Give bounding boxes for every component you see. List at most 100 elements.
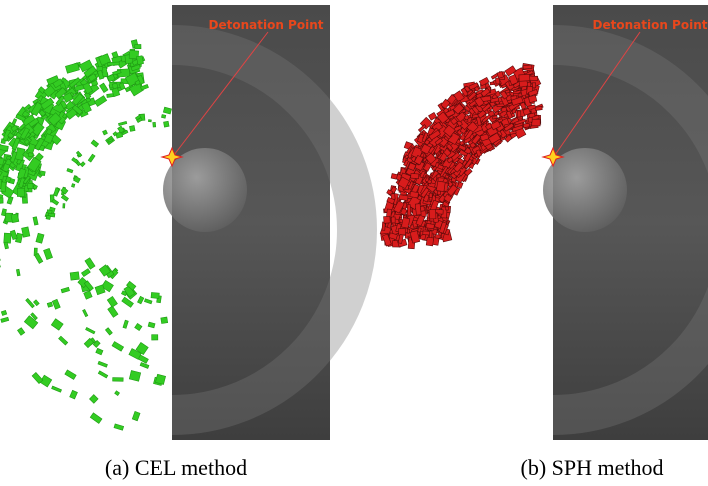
fragment	[123, 320, 128, 328]
fragment	[71, 184, 74, 188]
fragment	[407, 205, 411, 216]
fragment	[35, 253, 43, 263]
fragment	[415, 204, 421, 215]
fragment	[33, 300, 39, 306]
fragment	[426, 223, 434, 229]
fragment	[429, 193, 432, 197]
fragment	[420, 206, 424, 211]
fragment	[85, 258, 95, 269]
annotation: Detonation Point	[209, 18, 324, 32]
fragment	[91, 140, 99, 147]
fragment	[27, 184, 33, 189]
fragment	[103, 130, 108, 135]
fragment	[1, 182, 6, 192]
fragment	[113, 378, 124, 382]
fragment	[436, 181, 445, 192]
fragment	[108, 306, 118, 317]
fragment	[89, 395, 98, 404]
fragment	[10, 230, 17, 239]
fragment	[523, 65, 532, 69]
fragment	[135, 323, 142, 330]
fragment	[410, 191, 419, 197]
fragment	[44, 248, 53, 259]
fragment	[46, 215, 51, 219]
fragment	[426, 237, 433, 246]
fragment	[398, 228, 405, 235]
fragment	[59, 336, 68, 345]
fragment	[136, 56, 143, 65]
fragment	[17, 188, 24, 196]
fragment	[70, 390, 78, 399]
fragment	[429, 210, 436, 219]
fragment	[115, 391, 120, 396]
fragment	[505, 90, 509, 93]
panel-b: Detonation Point (b) SPH method	[380, 5, 708, 480]
fragment	[65, 370, 76, 380]
fragment	[155, 374, 165, 384]
fragment	[4, 233, 11, 243]
fragment	[411, 173, 419, 178]
fragment	[84, 291, 92, 300]
fragment	[161, 317, 168, 324]
caption: (a) CEL method	[105, 455, 247, 480]
figure: Detonation Point (a) CEL method Detonati…	[0, 0, 708, 486]
fragment	[51, 319, 63, 331]
fragment	[435, 235, 440, 239]
fragment	[0, 145, 8, 151]
fragment	[32, 372, 43, 383]
fragment	[54, 188, 59, 196]
fragment	[40, 171, 45, 176]
fragment	[28, 153, 33, 158]
fragment	[86, 327, 95, 333]
fragment	[384, 216, 391, 223]
fragment	[76, 151, 82, 157]
fragment	[161, 114, 165, 118]
fragment	[418, 228, 422, 233]
fragment	[129, 371, 140, 382]
fragment	[144, 299, 152, 304]
fragment	[519, 74, 530, 81]
caption: (b) SPH method	[521, 455, 664, 480]
fragment	[52, 299, 60, 309]
annotation: Detonation Point	[593, 18, 708, 32]
fragment	[152, 335, 158, 340]
fragment	[153, 122, 156, 127]
fragment	[94, 96, 106, 107]
fragment	[65, 63, 79, 73]
fragment	[17, 328, 24, 336]
fragment	[80, 162, 85, 167]
fragment	[96, 348, 103, 355]
fragment	[148, 120, 151, 122]
fragment	[33, 217, 38, 225]
fragment	[98, 371, 108, 378]
fragment	[26, 298, 35, 307]
fragment	[137, 296, 143, 304]
fragment	[517, 111, 521, 117]
fragment	[36, 233, 44, 243]
fragment	[163, 107, 171, 114]
fragment	[22, 227, 30, 237]
fragment	[132, 411, 140, 420]
fragment	[72, 158, 79, 164]
fragment	[523, 123, 529, 128]
fragment	[391, 173, 397, 179]
fragment	[63, 204, 65, 208]
fragment	[100, 83, 109, 93]
sphere	[163, 148, 247, 232]
fragment	[90, 413, 102, 424]
fragment	[535, 106, 542, 110]
fragment	[135, 44, 141, 48]
fragment	[151, 292, 159, 298]
fragment	[47, 210, 52, 214]
fragment	[108, 62, 120, 66]
fragment	[129, 126, 135, 132]
fragment	[105, 328, 112, 335]
fragment	[532, 119, 541, 126]
fragment	[16, 269, 20, 276]
fragment	[61, 287, 69, 293]
fragment	[112, 342, 124, 352]
fragment	[164, 121, 170, 127]
fragment	[1, 310, 7, 315]
fragment	[67, 168, 73, 172]
fragment	[114, 424, 124, 430]
